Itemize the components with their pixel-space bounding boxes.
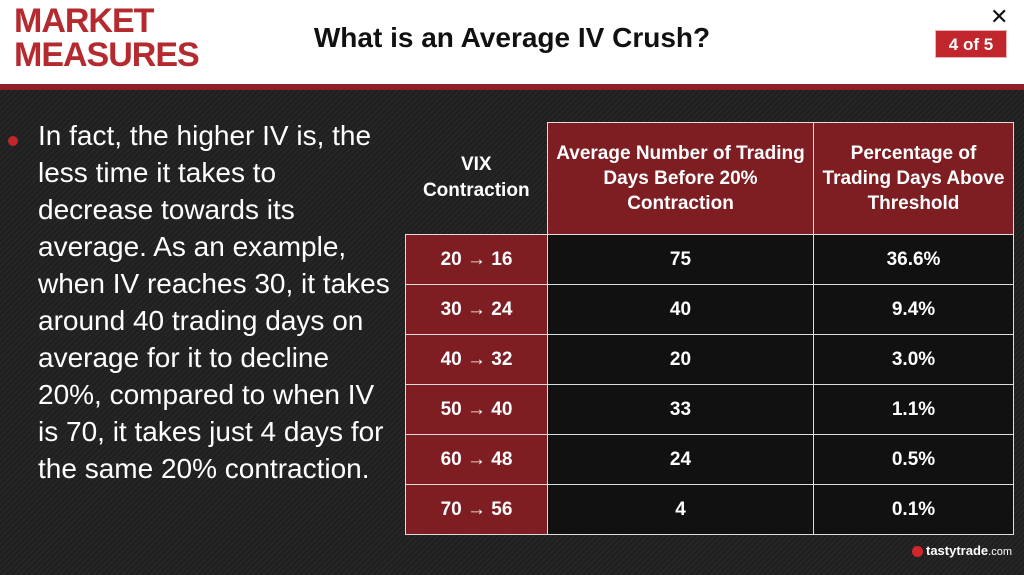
vix-contraction-cell: 20 → 16 xyxy=(405,234,548,285)
bullet-icon xyxy=(8,136,18,146)
avg-days-cell: 24 xyxy=(547,434,814,485)
pct-days-cell: 3.0% xyxy=(813,334,1014,385)
avg-days-cell: 4 xyxy=(547,484,814,535)
tastytrade-logo: tastytrade.com xyxy=(912,543,1012,558)
avg-days-cell: 33 xyxy=(547,384,814,435)
table-row: 20 → 16 75 36.6% xyxy=(405,234,1014,285)
table-row: 30 → 24 40 9.4% xyxy=(405,284,1014,335)
slide-title: What is an Average IV Crush? xyxy=(313,22,711,53)
pct-days-cell: 36.6% xyxy=(813,234,1014,285)
vix-contraction-cell: 60 → 48 xyxy=(405,434,548,485)
logo-line-2: MEASURES xyxy=(14,36,200,74)
close-icon[interactable]: ✕ xyxy=(990,4,1009,29)
vix-contraction-cell: 40 → 32 xyxy=(405,334,548,385)
table-row: 50 → 40 33 1.1% xyxy=(405,384,1014,435)
avg-days-cell: 75 xyxy=(547,234,814,285)
table-row: 70 → 56 4 0.1% xyxy=(405,484,1014,535)
vix-contraction-cell: 70 → 56 xyxy=(405,484,548,535)
table-row: 40 → 32 20 3.0% xyxy=(405,334,1014,385)
table-row: 60 → 48 24 0.5% xyxy=(405,434,1014,485)
header-avg-days: Average Number of Trading Days Before 20… xyxy=(547,122,814,235)
header-pct-days: Percentage of Trading Days Above Thresho… xyxy=(813,122,1014,235)
cherry-icon xyxy=(912,546,923,558)
header-divider xyxy=(0,84,1024,90)
vix-contraction-cell: 30 → 24 xyxy=(405,284,548,335)
pct-days-cell: 0.1% xyxy=(813,484,1014,535)
bullet-text: In fact, the higher IV is, the less time… xyxy=(38,120,390,484)
logo-line-1: MARKET xyxy=(14,2,154,40)
vix-contraction-cell: 50 → 40 xyxy=(405,384,548,435)
market-measures-logo: MARKET MEASURES xyxy=(14,2,200,74)
header-bar: MARKET MEASURES What is an Average IV Cr… xyxy=(0,0,1024,84)
iv-crush-table: VIX Contraction Average Number of Tradin… xyxy=(405,122,1014,535)
header-vix-contraction: VIX Contraction xyxy=(422,154,530,202)
pct-days-cell: 0.5% xyxy=(813,434,1014,485)
pct-days-cell: 9.4% xyxy=(813,284,1014,335)
pct-days-cell: 1.1% xyxy=(813,384,1014,435)
page-indicator-badge: 4 of 5 xyxy=(935,30,1007,58)
table-header-row: VIX Contraction Average Number of Tradin… xyxy=(406,122,1014,235)
brand-name: tastytrade xyxy=(926,543,989,558)
avg-days-cell: 40 xyxy=(547,284,814,335)
brand-suffix: .com xyxy=(988,546,1012,558)
avg-days-cell: 20 xyxy=(547,334,814,385)
